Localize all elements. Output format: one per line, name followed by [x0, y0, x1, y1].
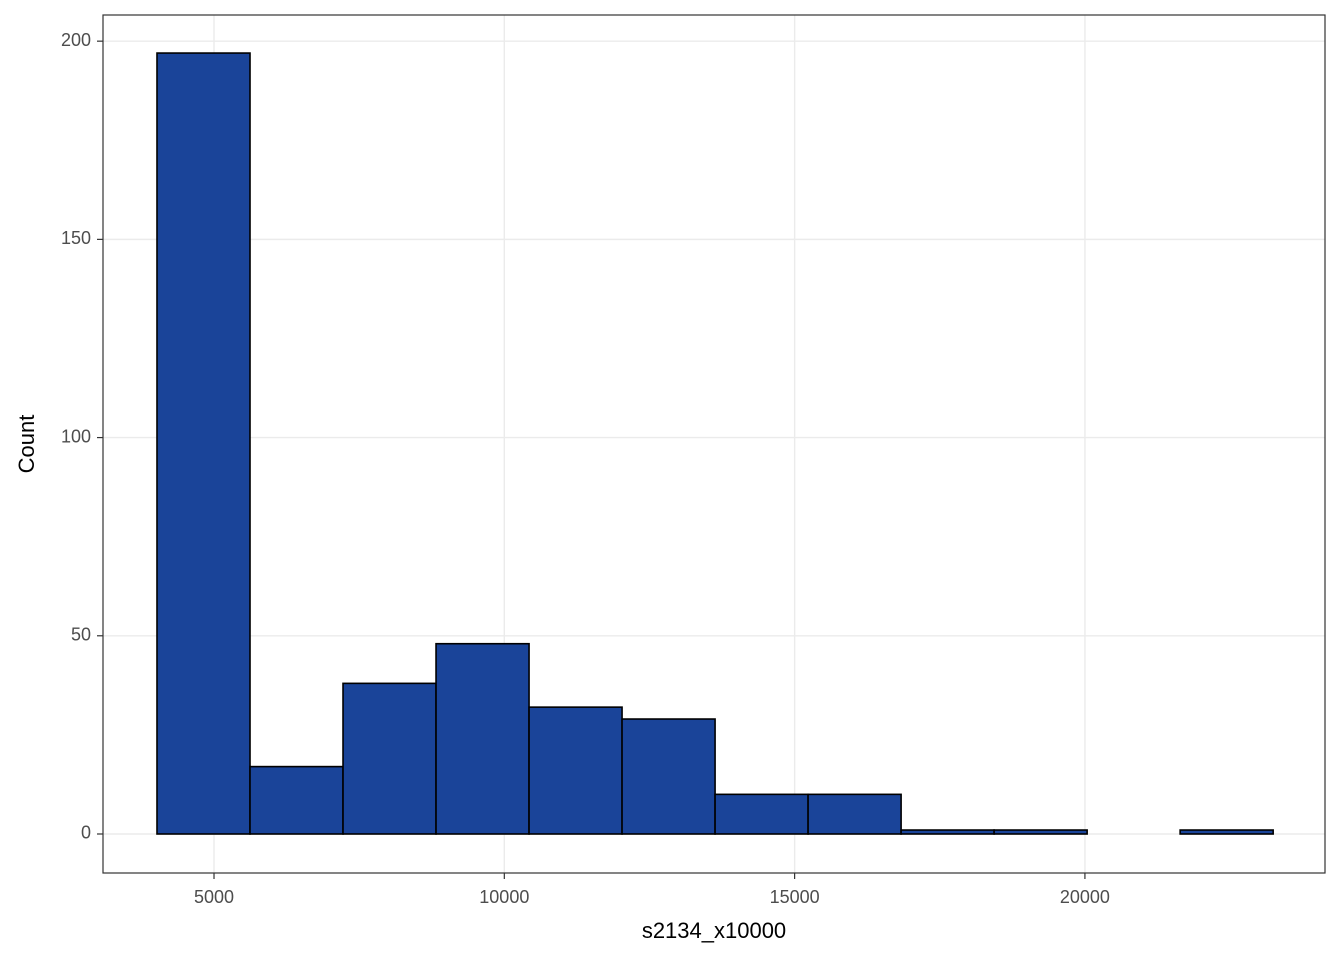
bar — [528, 706, 623, 835]
bar — [249, 765, 344, 835]
bar — [993, 829, 1088, 835]
panel-border — [102, 14, 1326, 874]
bar — [435, 642, 530, 835]
bars — [156, 52, 1274, 835]
x-axis-title: s2134_x10000 — [642, 918, 786, 943]
bar — [621, 718, 716, 835]
bar — [714, 793, 809, 835]
x-tick-label: 20000 — [1060, 887, 1110, 907]
y-tick-label: 150 — [61, 228, 91, 248]
y-tick-label: 200 — [61, 30, 91, 50]
x-tick-label: 10000 — [479, 887, 529, 907]
bar — [900, 829, 995, 835]
y-axis-title: Count — [14, 415, 39, 474]
y-tick-label: 0 — [81, 823, 91, 843]
y-tick-label: 50 — [71, 625, 91, 645]
bar — [807, 793, 902, 835]
x-tick-label: 15000 — [770, 887, 820, 907]
bar — [156, 52, 251, 835]
axes: 0 50 100 150 200 5000 10000 15000 20000 — [61, 30, 1110, 907]
bar — [1179, 829, 1274, 835]
bar — [342, 682, 437, 835]
y-tick-label: 100 — [61, 426, 91, 446]
x-tick-label: 5000 — [194, 887, 234, 907]
